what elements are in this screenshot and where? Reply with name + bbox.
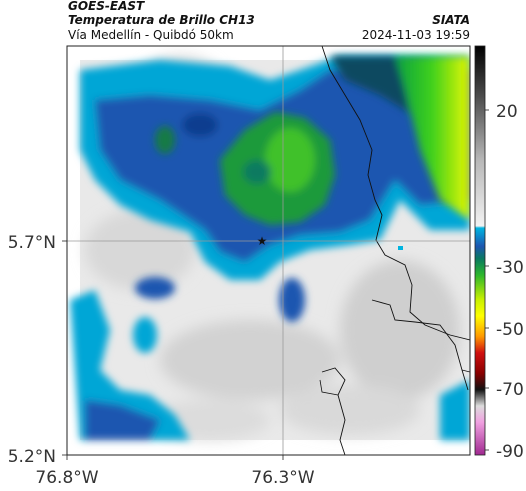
route-label: Vía Medellín - Quibdó 50km bbox=[68, 28, 234, 42]
lat-tick-5-2N: 5.2°N bbox=[8, 447, 56, 467]
map-frame bbox=[66, 45, 471, 456]
colorbar-tick-minus70: -70 bbox=[496, 380, 524, 400]
colorbar bbox=[474, 45, 486, 456]
lat-tick-5-7N: 5.7°N bbox=[8, 233, 56, 253]
brightness-temperature-field bbox=[67, 46, 470, 455]
timestamp-label: 2024-11-03 19:59 bbox=[361, 28, 470, 42]
product-title: Temperatura de Brillo CH13 bbox=[68, 13, 255, 27]
colorbar-tick-20: 20 bbox=[496, 102, 518, 122]
star-icon: ★ bbox=[257, 234, 268, 248]
lon-tick-76-8W: 76.8°W bbox=[35, 468, 98, 488]
border-line bbox=[321, 46, 470, 341]
satellite-name: GOES-EAST bbox=[68, 0, 145, 13]
lon-tick-76-3W: 76.3°W bbox=[251, 468, 314, 488]
colorbar-tick-minus30: -30 bbox=[496, 258, 524, 278]
colorbar-tick-minus90: -90 bbox=[496, 442, 524, 462]
colorbar-tick-minus50: -50 bbox=[496, 320, 524, 340]
source-label: SIATA bbox=[432, 13, 470, 27]
